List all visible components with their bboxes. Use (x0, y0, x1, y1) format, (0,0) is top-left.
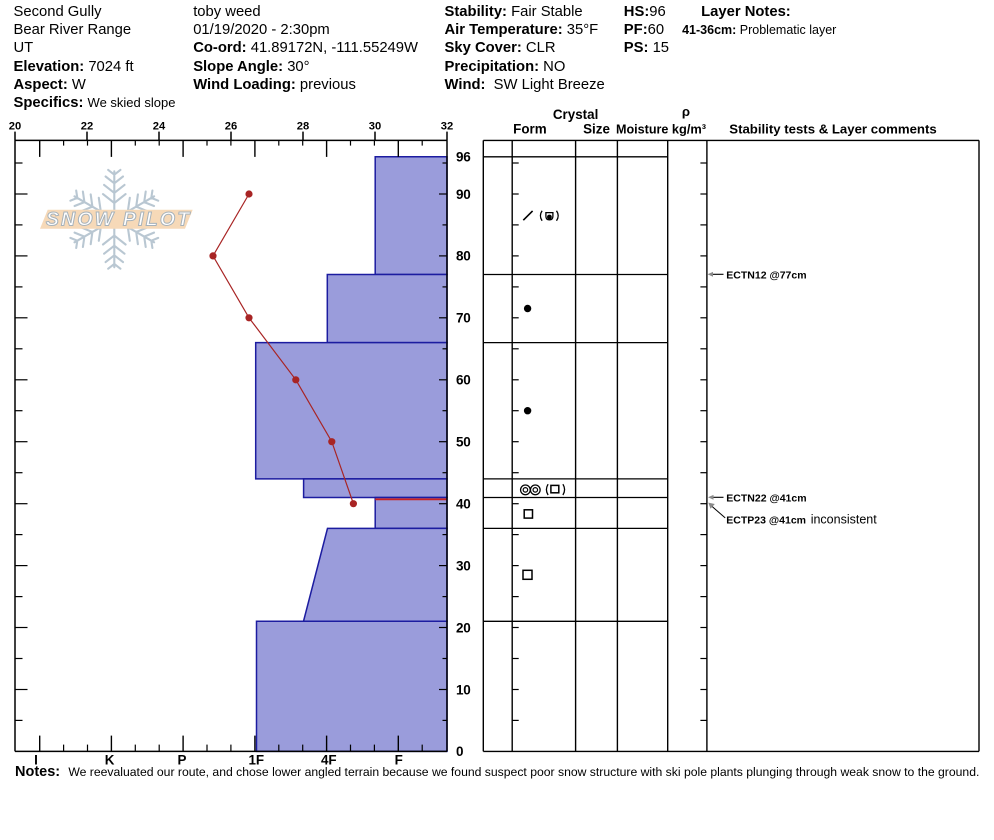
svg-text:Crystal: Crystal (553, 107, 598, 122)
svg-text:70: 70 (456, 311, 470, 326)
svg-text:SNOW PILOT: SNOW PILOT (46, 209, 192, 231)
svg-text:26: 26 (225, 120, 237, 132)
svg-text:32: 32 (441, 120, 453, 132)
svg-text:kg/m³: kg/m³ (672, 121, 706, 136)
svg-text:P: P (178, 753, 187, 768)
svg-text:inconsistent: inconsistent (811, 513, 878, 527)
svg-text:F: F (395, 753, 403, 768)
svg-text:1F: 1F (248, 753, 264, 768)
svg-text:60: 60 (456, 373, 470, 388)
svg-text:96: 96 (456, 150, 471, 165)
svg-text:K: K (105, 753, 115, 768)
svg-text:Moisture: Moisture (616, 122, 668, 136)
svg-text:I: I (34, 753, 38, 768)
svg-text:10: 10 (456, 682, 470, 697)
svg-text:50: 50 (456, 435, 470, 450)
svg-text:ECTN12 @77cm: ECTN12 @77cm (726, 269, 806, 281)
svg-text:ECTP23 @41cm: ECTP23 @41cm (726, 515, 806, 527)
svg-text:30: 30 (456, 558, 470, 573)
svg-text:Form: Form (513, 121, 547, 136)
svg-text:20: 20 (456, 620, 470, 635)
svg-text:ECTN22 @41cm: ECTN22 @41cm (726, 492, 806, 504)
svg-text:80: 80 (456, 249, 470, 264)
svg-text:28: 28 (297, 120, 309, 132)
svg-text:30: 30 (369, 120, 381, 132)
svg-text:24: 24 (153, 120, 166, 132)
svg-text:Stability tests & Layer commen: Stability tests & Layer comments (729, 121, 936, 136)
svg-text:4F: 4F (321, 753, 337, 768)
svg-text:22: 22 (81, 120, 93, 132)
svg-text:Size: Size (583, 121, 610, 136)
svg-text:ρ: ρ (682, 104, 690, 119)
svg-text:90: 90 (456, 187, 470, 202)
svg-text:0: 0 (456, 744, 463, 759)
svg-text:20: 20 (9, 120, 21, 132)
svg-text:40: 40 (456, 497, 470, 512)
